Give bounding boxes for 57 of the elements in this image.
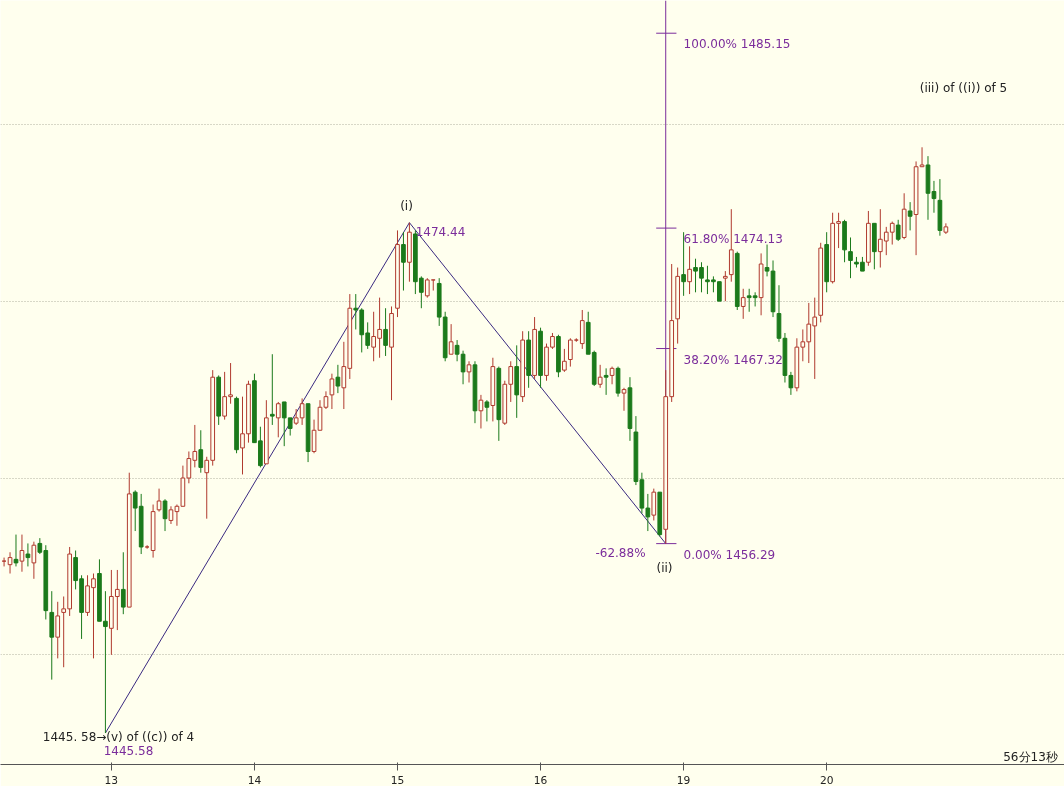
candlestick bbox=[609, 366, 615, 385]
x-tick-label: 20 bbox=[819, 773, 834, 786]
x-tick-label: 14 bbox=[247, 773, 262, 786]
candlestick bbox=[329, 373, 335, 410]
text: 56分13秒 bbox=[1003, 749, 1058, 764]
x-tick-label: 15 bbox=[390, 773, 405, 786]
annotation: (iii) of ((i)) of 5 bbox=[919, 81, 1008, 96]
candlestick bbox=[478, 394, 484, 429]
candlestick bbox=[722, 270, 728, 302]
candlestick bbox=[19, 534, 25, 573]
candlestick bbox=[687, 245, 692, 295]
candlestick bbox=[13, 534, 19, 567]
candlestick bbox=[55, 601, 61, 659]
candlestick bbox=[156, 488, 162, 513]
candlestick bbox=[1, 557, 7, 567]
candlestick bbox=[651, 488, 657, 521]
candlestick bbox=[466, 360, 472, 383]
candlestick bbox=[484, 399, 490, 422]
candlestick bbox=[144, 544, 150, 550]
candlestick bbox=[275, 401, 281, 438]
candlestick bbox=[454, 339, 460, 362]
annotation: (ii) bbox=[656, 560, 673, 575]
candlestick bbox=[621, 387, 627, 412]
candlestick bbox=[681, 231, 686, 297]
x-tick-label: 16 bbox=[533, 773, 548, 786]
ref-line-label: 100.00% 1485.15 bbox=[683, 37, 791, 52]
candlestick bbox=[198, 429, 204, 474]
candlestick bbox=[448, 323, 454, 355]
candlestick bbox=[269, 353, 275, 426]
annotation: (i) bbox=[400, 199, 413, 214]
ref-line-label: 0.00% 1456.29 bbox=[683, 547, 776, 562]
candlestick bbox=[579, 309, 585, 350]
candlestick bbox=[597, 364, 603, 389]
candlestick bbox=[162, 498, 168, 532]
candlestick bbox=[401, 231, 406, 292]
candlestick bbox=[907, 201, 913, 231]
candlestick bbox=[383, 307, 388, 357]
x-tick-label: 19 bbox=[676, 773, 691, 786]
ref-line-label: 61.80% 1474.13 bbox=[683, 232, 783, 247]
candlestick bbox=[7, 551, 13, 574]
candlestick bbox=[31, 541, 37, 580]
candlestick bbox=[25, 542, 31, 567]
ref-line-label: 38.20% 1467.32 bbox=[683, 352, 783, 367]
candlestick bbox=[848, 236, 853, 279]
candlestick bbox=[335, 364, 341, 394]
annotation: 1445. 58→(v) of ((c)) of 4 bbox=[42, 729, 195, 744]
candlestick bbox=[895, 219, 901, 242]
candlestick bbox=[603, 367, 609, 396]
candlestick bbox=[740, 288, 746, 320]
annotation: 1474.44 bbox=[415, 224, 466, 239]
candlestick bbox=[460, 350, 466, 385]
x-tick-label: 13 bbox=[104, 773, 119, 786]
annotation: 1445.58 bbox=[103, 744, 154, 759]
annotation: -62.88% bbox=[595, 545, 646, 560]
candlestick bbox=[120, 551, 126, 615]
candlestick bbox=[562, 348, 567, 373]
candlestick bbox=[919, 146, 925, 168]
